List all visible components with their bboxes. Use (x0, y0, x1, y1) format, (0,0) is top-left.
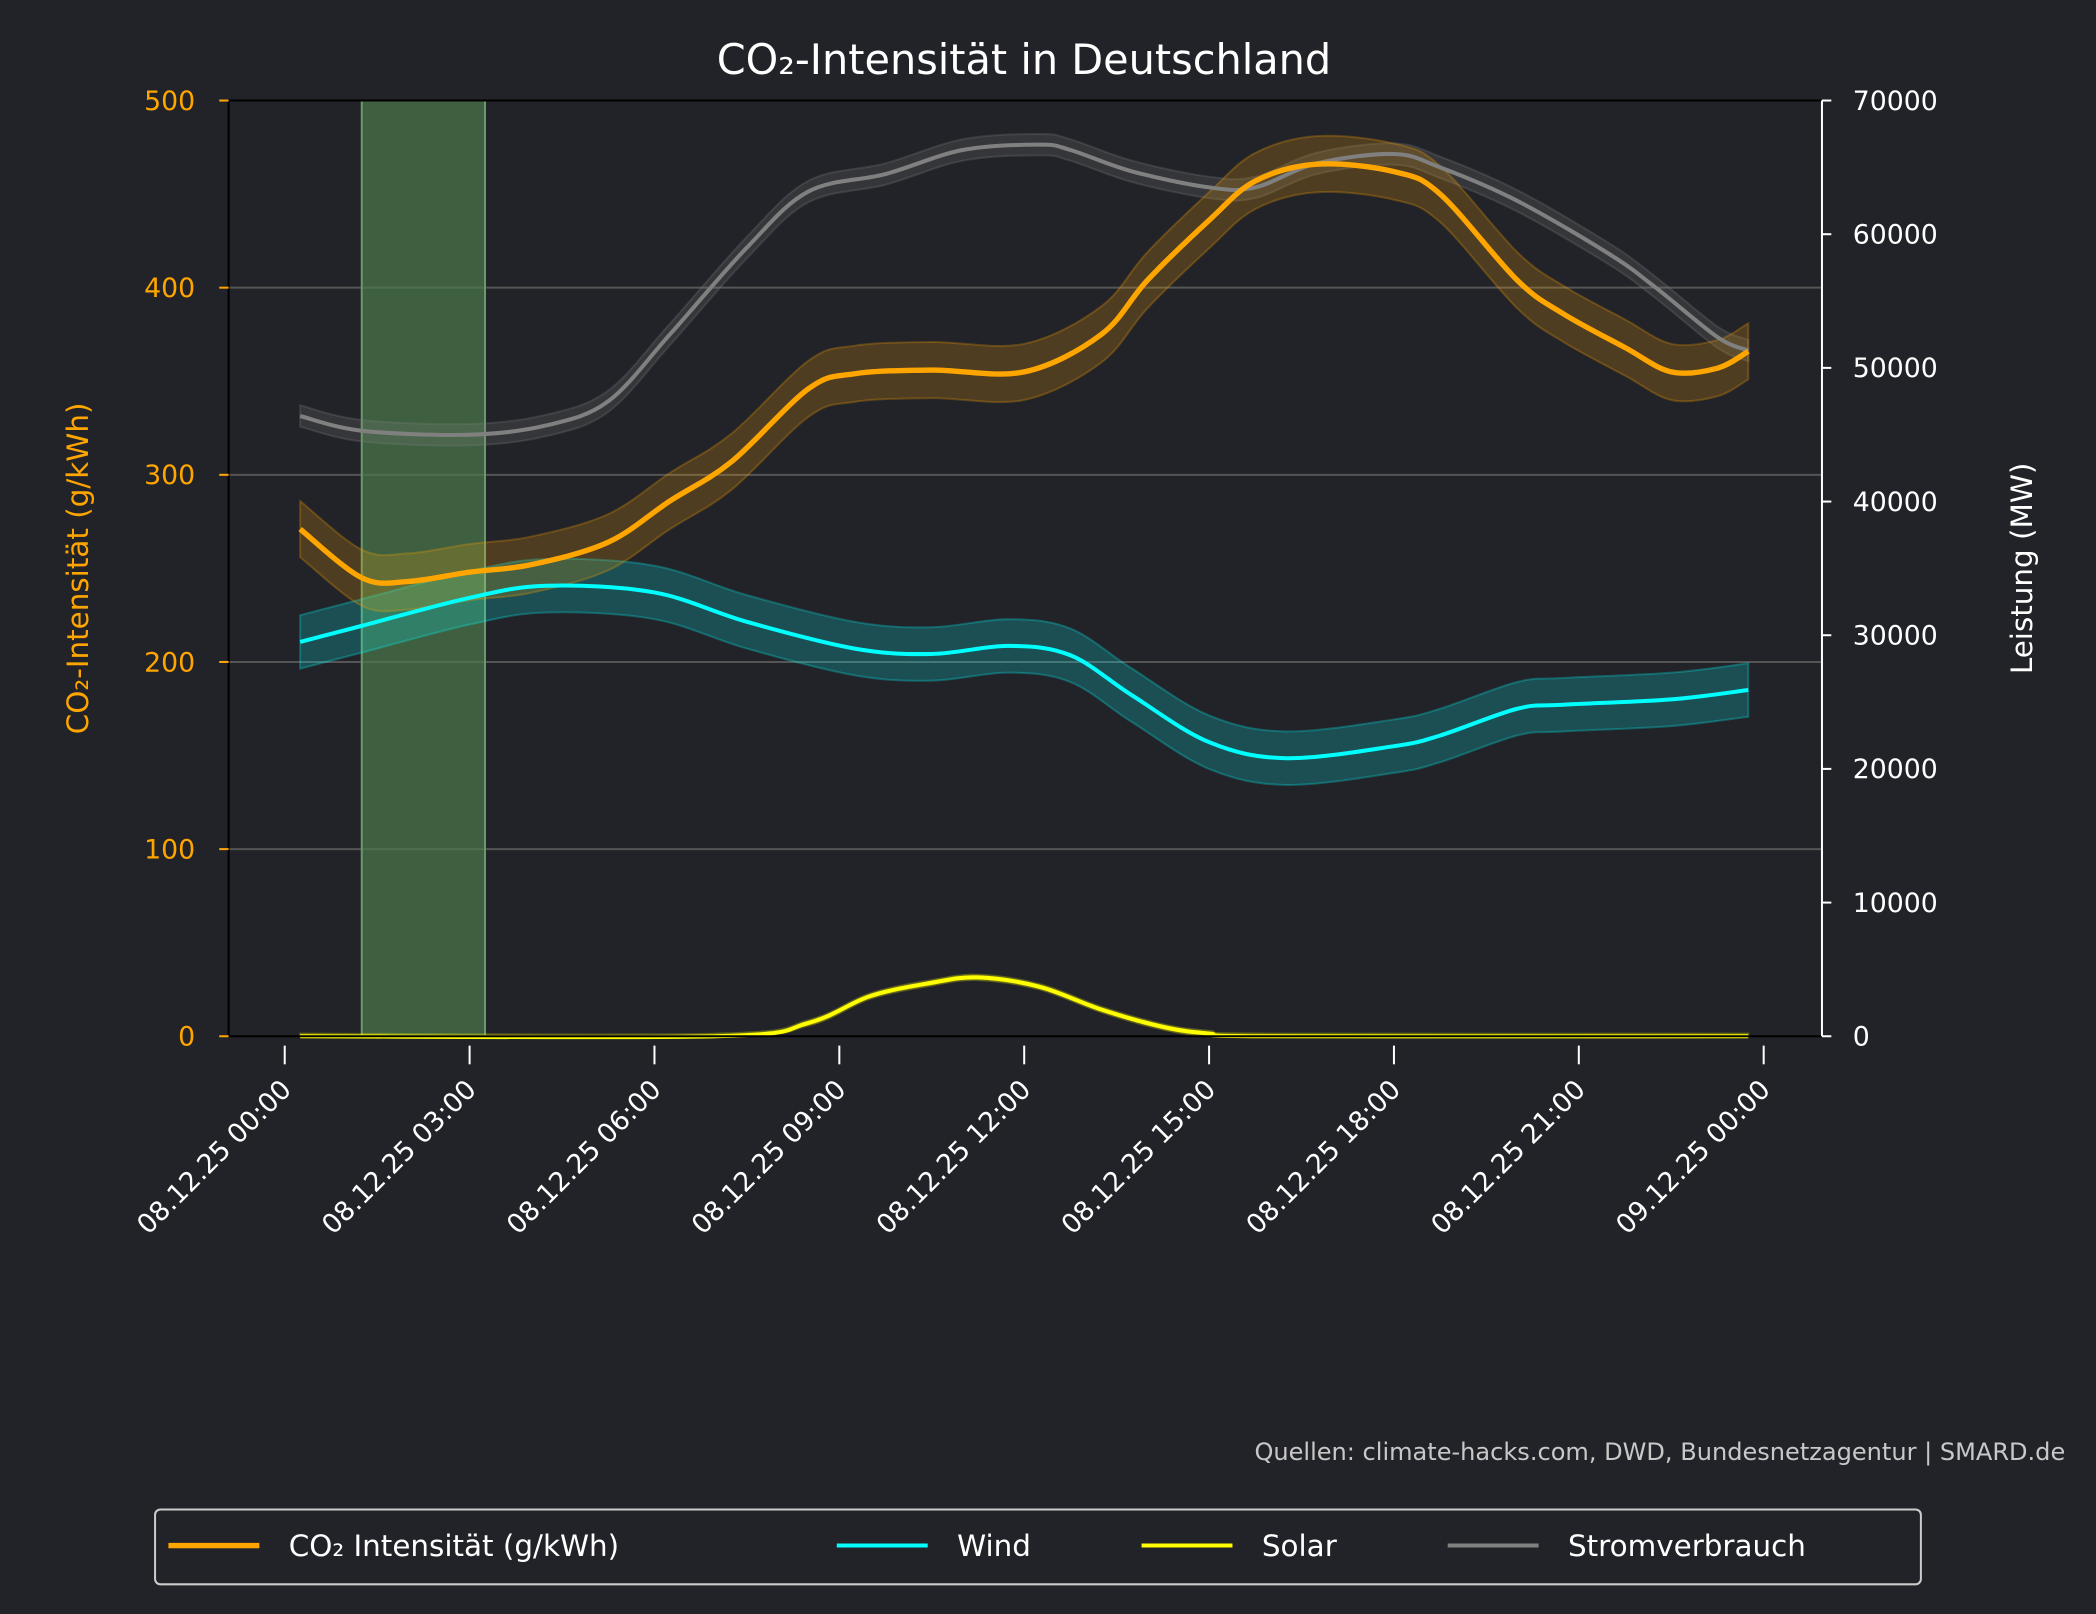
band-wind (299, 557, 1750, 786)
highlight-span-group (360, 99, 487, 1038)
y-tick-label-left: 400 (144, 273, 195, 304)
line-wind (299, 583, 1749, 761)
y-tick-label-left: 100 (144, 834, 195, 865)
y-tick-label-left: 0 (178, 1022, 195, 1053)
y-axis-label-left: CO₂-Intensität (g/kWh) (61, 403, 95, 735)
legend: CO₂ Intensität (g/kWh) Wind Solar Stromverb… (154, 1508, 1922, 1586)
y-tick-label-right: 10000 (1853, 888, 1938, 919)
highlight-span (360, 99, 487, 1038)
line-co-intensit-t-g-kwh- (298, 161, 1750, 586)
grid (228, 286, 1822, 851)
y-tick-label-left: 300 (144, 460, 195, 491)
legend-item: Wind (836, 1529, 1031, 1563)
legend-label: CO₂ Intensität (g/kWh) (289, 1529, 619, 1563)
lines (298, 142, 1750, 1040)
band-stromverbrauch (299, 132, 1750, 447)
legend-box (154, 1508, 1922, 1586)
y-tick-label-right: 30000 (1853, 621, 1938, 652)
legend-item: CO₂ Intensität (g/kWh) (168, 1529, 619, 1563)
y-tick-label-right: 60000 (1853, 220, 1938, 251)
axes (227, 99, 1823, 1038)
line-stromverbrauch (299, 142, 1750, 437)
legend-item: Solar (1141, 1529, 1338, 1563)
chart-title: CO₂-Intensität in Deutschland (717, 36, 1332, 84)
legend-label: Solar (1262, 1529, 1338, 1563)
y-tick-label-right: 0 (1853, 1022, 1870, 1053)
y-tick-label-right: 40000 (1853, 487, 1938, 518)
y-tick-label-right: 20000 (1853, 754, 1938, 785)
legend-item: Stromverbrauch (1447, 1529, 1806, 1563)
y-axis-label-right: Leistung (MW) (2005, 463, 2039, 675)
y-tick-label-left: 200 (144, 647, 195, 678)
legend-label: Wind (957, 1529, 1031, 1563)
source-note: Quellen: climate-hacks.com, DWD, Bundesn… (1254, 1438, 2065, 1466)
legend-label: Stromverbrauch (1568, 1529, 1806, 1563)
y-tick-label-left: 500 (144, 86, 195, 117)
y-tick-label-right: 50000 (1853, 353, 1938, 384)
y-tick-label-right: 70000 (1853, 86, 1938, 117)
